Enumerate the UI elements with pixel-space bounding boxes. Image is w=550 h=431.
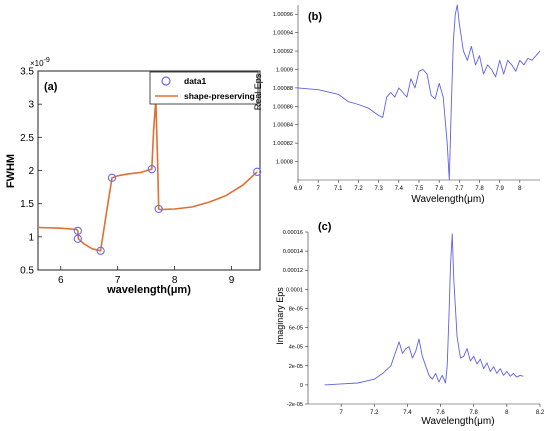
panel-c-ytick-label: 4e-05: [289, 345, 303, 351]
panel-a-xtick-label: 8: [172, 275, 178, 286]
panel-a-legend: data1 shape-preserving: [149, 71, 259, 105]
panel-c-xtick-label: 7.8: [470, 410, 479, 416]
panel-b-xtick-label: 7.1: [334, 186, 343, 192]
panel-c-xtick-label: 7: [339, 410, 343, 416]
panel-a-ytick-label: 2.5: [20, 133, 34, 144]
panel-a-ytick-label: 1: [28, 232, 34, 243]
panel-b-xtick-label: 7.5: [415, 186, 424, 192]
data1-point: [147, 165, 156, 174]
panel-a-ytick-label: 3.5: [20, 67, 34, 78]
panel-c-xtick-label: 7.2: [370, 410, 379, 416]
panel-b-xtick-label: 7.4: [395, 186, 404, 192]
panel-c-ytick-label: 0: [300, 383, 303, 389]
panel-c-ticks: 7 7.2 7.4 7.6 7.8 8 8.2 -2e-05 0 2e-05 4e-05 6e-05 8…: [283, 230, 545, 416]
panel-c-ytick-label: 2e-05: [289, 364, 303, 370]
panel-c-label: (c): [318, 221, 332, 233]
panel-a-lines: [37, 99, 258, 252]
panel-c-ylabel: Imaginary Eps: [275, 287, 285, 345]
panel-b-ylabel: Real Eps: [253, 73, 263, 110]
data1-point: [73, 234, 82, 243]
panel-c-ytick-label: 8e-05: [289, 306, 303, 312]
panel-b-xtick-label: 7.8: [475, 186, 484, 192]
panel-b-ytick-label: 1.00088: [273, 86, 293, 92]
legend-entry-data1: data1: [184, 76, 206, 86]
panel-c-xtick-label: 8.2: [536, 410, 545, 416]
panel-b-xtick-label: 6.9: [294, 186, 303, 192]
panel-a-ticks: 6 7 8 9 0.5 1 1.5 2 2.5 3 3.5: [20, 67, 235, 287]
panel-a-xtick-label: 7: [115, 275, 121, 286]
legend-marker-data1: [161, 76, 171, 86]
legend-entry-shape-preserving: shape-preserving: [184, 91, 255, 101]
data1-point: [96, 246, 105, 255]
panel-b-ytick-label: 1.00094: [273, 31, 293, 37]
panel-c: 7 7.2 7.4 7.6 7.8 8 8.2 -2e-05 0 2e-05 4e-05 6e-05 8…: [275, 221, 545, 427]
panel-a-xtick-label: 6: [58, 275, 64, 286]
data1-point: [154, 204, 163, 214]
panel-a-xlabel: wavelength(μm): [106, 284, 191, 296]
panel-b-ytick-label: 1.0008: [276, 160, 293, 166]
panel-c-ytick-label: 0.00014: [283, 249, 303, 255]
panel-a-xtick-label: 9: [229, 275, 235, 286]
panel-c-xtick-label: 7.4: [403, 410, 412, 416]
panel-b-ticks: 6.9 7 7.1 7.2 7.3 7.4 7.5 7.6 7.7 7.8 7.9 8 1.0008 1.…: [273, 12, 522, 192]
panel-a-ytick-label: 1.5: [20, 199, 34, 210]
panel-c-xtick-label: 8: [505, 410, 509, 416]
panel-a-markers: [73, 95, 262, 255]
panel-b-ytick-label: 1.00082: [273, 141, 293, 147]
panel-c-ytick-label: -2e-05: [287, 402, 303, 408]
panel-b-xtick-label: 8: [518, 186, 522, 192]
panel-b-lines: [297, 4, 541, 181]
panel-a-label: (a): [44, 81, 58, 93]
panel-b-ytick-label: 1.00096: [273, 12, 293, 18]
panel-c-ytick-label: 0.00012: [283, 268, 303, 274]
panel-b-ytick-label: 1.00086: [273, 104, 293, 110]
panel-b-label: (b): [308, 11, 322, 23]
panel-a: 6 7 8 9 0.5 1 1.5 2 2.5 3 3.5 (a) ×10-9 wavelength…: [5, 57, 262, 296]
data1-point: [107, 173, 117, 182]
panel-a-ytick-label: 3: [28, 100, 34, 111]
panel-b-series-line: [297, 4, 541, 181]
panel-a-ytick-label: 0.5: [20, 266, 34, 277]
data1-point: [73, 226, 82, 236]
panel-a-ytick-label: 2: [28, 166, 34, 177]
panel-b-xtick-label: 7.6: [435, 186, 444, 192]
panel-b-xlabel: Wavelength(μm): [411, 194, 484, 205]
panel-c-series-line: [324, 233, 524, 386]
series-shape-preserving: [37, 99, 258, 252]
panel-c-ytick-label: 6e-05: [289, 326, 303, 332]
panel-b: 6.9 7 7.1 7.2 7.3 7.4 7.5 7.6 7.7 7.8 7.9 8 1.0008 1.…: [253, 4, 541, 205]
panel-a-ylabel: FWHM: [5, 154, 17, 188]
panel-b-ytick-label: 1.0009: [276, 67, 293, 73]
panel-c-lines: [324, 233, 524, 386]
panel-c-ytick-label: 0.00016: [283, 230, 303, 236]
panel-c-xtick-label: 7.6: [436, 410, 445, 416]
panel-b-ytick-label: 1.00084: [273, 123, 293, 129]
panel-b-xtick-label: 7: [316, 186, 320, 192]
panel-a-exponent: ×10-9: [30, 57, 50, 68]
data1-point: [253, 167, 262, 176]
panel-c-xlabel: Wavelength(μm): [421, 416, 494, 427]
panel-c-ytick-label: 0.0001: [286, 287, 303, 293]
panel-b-xtick-label: 7.7: [455, 186, 464, 192]
panel-b-xtick-label: 7.3: [374, 186, 383, 192]
panel-b-xtick-label: 7.2: [354, 186, 363, 192]
panel-b-ytick-label: 1.00092: [273, 49, 293, 55]
panel-b-xtick-label: 7.9: [495, 186, 504, 192]
